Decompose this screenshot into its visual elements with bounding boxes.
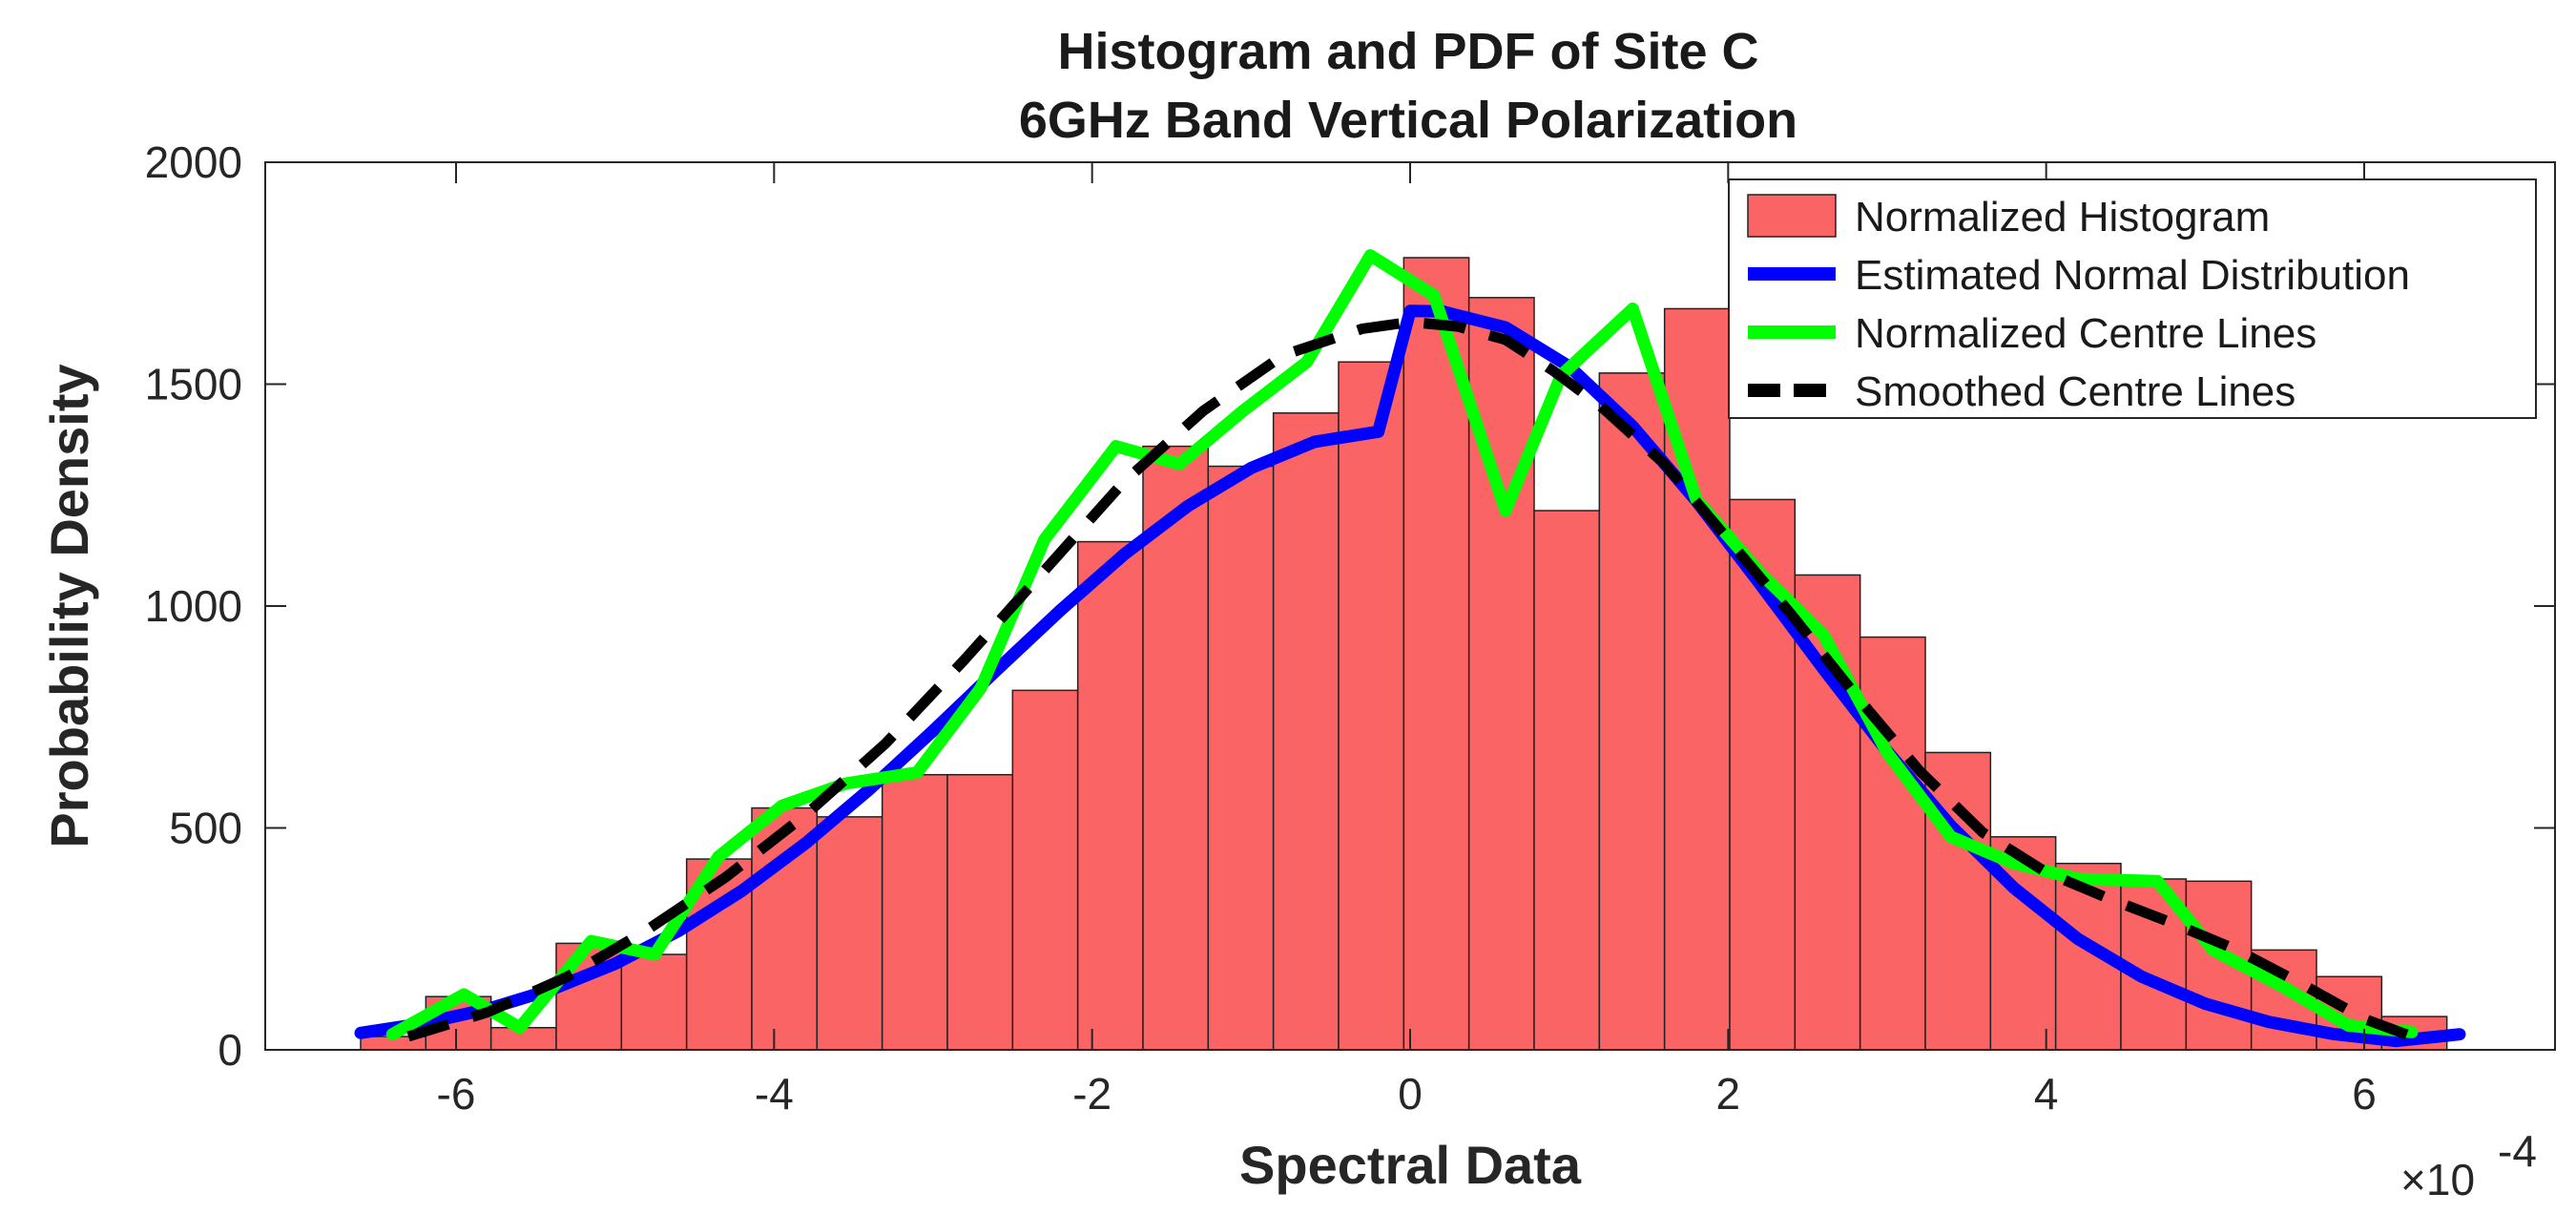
histogram-bar	[946, 773, 1014, 1050]
histogram-bar	[1402, 257, 1470, 1050]
x-tick-label: 0	[1398, 1069, 1423, 1119]
legend-swatch-histogram	[1747, 194, 1837, 238]
histogram-bar	[1859, 636, 1926, 1050]
histogram-bar	[1011, 689, 1079, 1050]
legend-label: Normalized Centre Lines	[1855, 310, 2316, 357]
x-tick-label: -4	[755, 1069, 794, 1119]
chart-subtitle: 6GHz Band Vertical Polarization	[1019, 92, 1797, 149]
y-tick-label: 500	[169, 804, 242, 853]
chart-title: Histogram and PDF of Site C	[1057, 23, 1758, 80]
histogram-bar	[1207, 465, 1275, 1050]
legend-label: Smoothed Centre Lines	[1855, 368, 2296, 415]
y-tick-label: 1000	[145, 581, 242, 631]
histogram-bar	[1598, 372, 1666, 1050]
x-tick-label: 2	[1716, 1069, 1741, 1119]
legend-label: Estimated Normal Distribution	[1855, 252, 2410, 299]
x-exponent: ×10 -4	[2400, 1126, 2537, 1204]
x-exponent-power: -4	[2498, 1126, 2537, 1176]
x-tick-label: -2	[1072, 1069, 1111, 1119]
axis-ticks	[265, 161, 2555, 1051]
histogram-bar	[1533, 510, 1601, 1050]
x-tick-label: -6	[437, 1069, 476, 1119]
y-tick-label: 2000	[145, 137, 242, 187]
histogram-bar	[881, 773, 948, 1050]
legend: Normalized Histogram Estimated Normal Dis…	[1728, 178, 2537, 419]
x-exponent-base: ×10	[2400, 1155, 2475, 1204]
legend-box	[1728, 178, 2537, 419]
y-axis-label: Probability Density	[39, 364, 99, 848]
x-tick-label: 6	[2352, 1069, 2377, 1119]
histogram-bar	[1076, 540, 1144, 1050]
legend-label: Normalized Histogram	[1855, 194, 2270, 241]
histogram-bar	[1924, 751, 1992, 1050]
x-axis-label: Spectral Data	[1239, 1135, 1582, 1195]
x-tick-label: 4	[2034, 1069, 2059, 1119]
histogram-bar	[1272, 411, 1340, 1050]
axis-tick-labels: -6 -4 -2 0 2 4 6 0 500 1000 1500 2000	[145, 137, 2377, 1119]
histogram-bar	[1142, 445, 1210, 1050]
y-tick-label: 1500	[145, 360, 242, 409]
series-lines	[354, 249, 2466, 1048]
histogram-bar	[816, 816, 883, 1050]
series-line-smoothed-centre-lines	[406, 316, 2414, 1042]
histogram-bar	[620, 953, 688, 1050]
y-tick-label: 0	[218, 1025, 242, 1075]
histogram-bar	[1338, 361, 1405, 1050]
series-line-estimated-normal-distribution	[354, 304, 2466, 1048]
